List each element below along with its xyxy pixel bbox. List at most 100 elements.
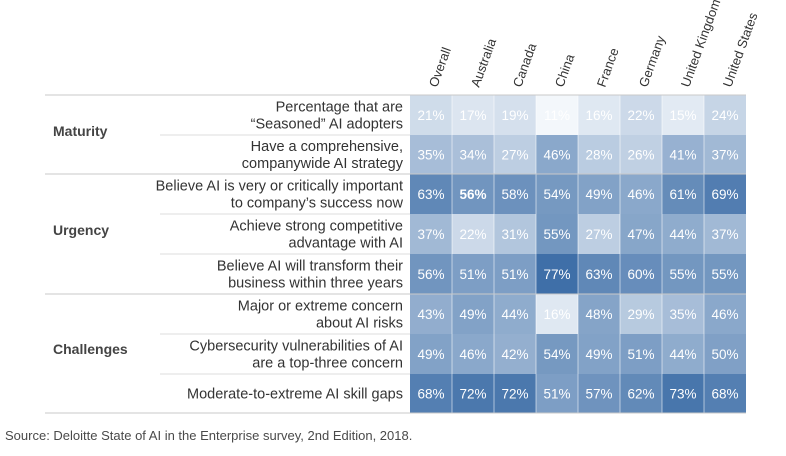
heatmap-cell [620, 254, 662, 294]
column-header-label: Canada [510, 40, 540, 89]
heatmap-cell [410, 334, 452, 374]
cell-value-label: 57% [585, 387, 612, 402]
category-label: Challenges [53, 341, 128, 357]
cell-value-label: 16% [585, 108, 612, 123]
row-label: Moderate-to-extreme AI skill gaps [187, 387, 403, 403]
cell-value-label: 28% [585, 148, 612, 163]
cell-value-label: 63% [417, 187, 444, 202]
cell-value-label: 55% [543, 227, 570, 242]
cell-value-label: 50% [711, 347, 738, 362]
cell-value-label: 26% [627, 148, 654, 163]
cell-value-label: 29% [627, 307, 654, 322]
cell-value-label: 24% [711, 108, 738, 123]
cell-value-label: 16% [543, 307, 570, 322]
heatmap-cell [452, 174, 494, 214]
cell-value-label: 51% [627, 347, 654, 362]
cell-value-label: 60% [627, 267, 654, 282]
cell-value-label: 46% [543, 148, 570, 163]
cell-value-label: 72% [459, 387, 486, 402]
heatmap-cell [452, 214, 494, 254]
heatmap-cell [662, 95, 704, 135]
row-label: Have a comprehensive, companywide AI stra… [242, 139, 404, 172]
cell-value-label: 49% [417, 347, 444, 362]
heatmap-cell [494, 334, 536, 374]
heatmap-cell [494, 95, 536, 135]
heatmap-cell [578, 334, 620, 374]
heatmap-cell [536, 95, 578, 135]
heatmap-cell [578, 95, 620, 135]
cell-value-label: 54% [543, 347, 570, 362]
cell-value-label: 41% [669, 148, 696, 163]
cell-value-label: 55% [669, 267, 696, 282]
heatmap-cell [662, 334, 704, 374]
cell-value-label: 49% [459, 307, 486, 322]
cell-value-label: 34% [459, 148, 486, 163]
column-header-label: Australia [468, 36, 500, 89]
heatmap-cell [536, 214, 578, 254]
cell-value-label: 68% [711, 387, 738, 402]
cell-value-label: 44% [501, 307, 528, 322]
heatmap-cell [620, 374, 662, 413]
heatmap-cell [704, 174, 746, 214]
cell-value-label: 48% [585, 307, 612, 322]
heatmap-cell [410, 174, 452, 214]
heatmap-cell [494, 294, 536, 334]
row-label: Believe AI is very or critically importa… [156, 179, 404, 212]
heatmap-cell [410, 135, 452, 174]
heatmap-cell [662, 135, 704, 174]
heatmap-cell [578, 294, 620, 334]
heatmap-cell [410, 374, 452, 413]
cell-value-label: 72% [501, 387, 528, 402]
cell-value-label: 73% [669, 387, 696, 402]
cell-value-label: 77% [543, 267, 570, 282]
cell-value-label: 46% [627, 187, 654, 202]
heatmap-cell [536, 374, 578, 413]
heatmap-cell [704, 254, 746, 294]
heatmap-cell [494, 135, 536, 174]
column-header-label: Germany [636, 33, 669, 89]
cell-value-label: 22% [627, 108, 654, 123]
heatmap-cell [578, 174, 620, 214]
heatmap-cell [536, 294, 578, 334]
heatmap-cell [536, 254, 578, 294]
heatmap-cell [578, 254, 620, 294]
heatmap-cell [662, 294, 704, 334]
heatmap-cell [410, 294, 452, 334]
heatmap-cell [578, 374, 620, 413]
heatmap-cell [494, 254, 536, 294]
cell-value-label: 55% [711, 267, 738, 282]
heatmap-cell [536, 135, 578, 174]
heatmap-cell [452, 334, 494, 374]
cell-value-label: 46% [459, 347, 486, 362]
heatmap-cell [410, 95, 452, 135]
row-label: Cybersecurity vulnerabilities of AI are a… [189, 339, 403, 372]
cell-value-label: 49% [585, 347, 612, 362]
heatmap-cell [662, 254, 704, 294]
heatmap-cell [704, 294, 746, 334]
cell-value-label: 17% [459, 108, 486, 123]
column-header-label: China [552, 51, 578, 89]
cell-value-label: 37% [711, 227, 738, 242]
cell-value-label: 19% [501, 108, 528, 123]
cell-value-label: 22% [459, 227, 486, 242]
heatmap-cell [452, 374, 494, 413]
cell-value-label: 37% [417, 227, 444, 242]
heatmap-cell [620, 95, 662, 135]
heatmap-cell [704, 374, 746, 413]
heatmap-cell [452, 254, 494, 294]
heatmap-cell [494, 374, 536, 413]
heatmap-cell [704, 95, 746, 135]
cell-value-label: 58% [501, 187, 528, 202]
heatmap-cell [620, 214, 662, 254]
cell-value-label: 42% [501, 347, 528, 362]
cell-value-label: 46% [711, 307, 738, 322]
cell-value-label: 27% [501, 148, 528, 163]
cell-value-label: 43% [417, 307, 444, 322]
heatmap-cell [410, 214, 452, 254]
source-note: Source: Deloitte State of AI in the Ente… [5, 428, 413, 443]
cell-value-label: 56% [459, 187, 486, 202]
cell-value-label: 51% [459, 267, 486, 282]
heatmap-cell [410, 254, 452, 294]
cell-value-label: 54% [543, 187, 570, 202]
